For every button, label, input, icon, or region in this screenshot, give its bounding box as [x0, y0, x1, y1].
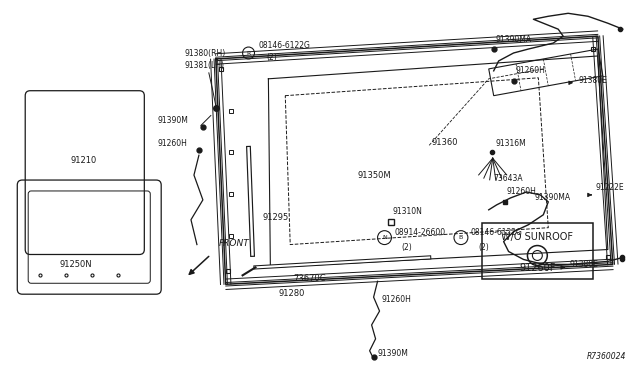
Bar: [482, 223, 593, 279]
Text: 91380E: 91380E: [569, 260, 598, 269]
Text: 91390MA: 91390MA: [534, 193, 570, 202]
Text: 91380(RH): 91380(RH): [184, 48, 225, 58]
Text: 91260H: 91260H: [516, 66, 545, 76]
Text: W/O SUNROOF: W/O SUNROOF: [501, 232, 573, 242]
Text: 91316M: 91316M: [495, 139, 527, 148]
Text: N: N: [382, 235, 387, 240]
Text: 91350M: 91350M: [358, 171, 392, 180]
Text: B: B: [459, 235, 463, 240]
Text: R: R: [246, 51, 251, 55]
Text: (2): (2): [266, 54, 277, 62]
Text: 91390MA: 91390MA: [495, 35, 532, 44]
Text: (2): (2): [401, 243, 412, 252]
Text: 73643A: 73643A: [493, 174, 524, 183]
Text: 08146-6122G: 08146-6122G: [471, 228, 523, 237]
Text: 91381(LH): 91381(LH): [184, 61, 224, 70]
Text: 91295: 91295: [262, 213, 289, 222]
Text: 91250N: 91250N: [60, 260, 92, 269]
Text: 08914-26600: 08914-26600: [394, 228, 445, 237]
Text: FRONT: FRONT: [219, 238, 250, 247]
Text: 91390M: 91390M: [157, 116, 188, 125]
Text: 91310N: 91310N: [392, 207, 422, 216]
Text: 91260H: 91260H: [157, 139, 187, 148]
Text: 91222E: 91222E: [596, 183, 625, 192]
Text: 91380E: 91380E: [578, 76, 607, 85]
Text: 08146-6122G: 08146-6122G: [259, 41, 310, 49]
Text: (2): (2): [479, 243, 490, 252]
Text: 91360: 91360: [431, 138, 458, 147]
Text: 91260H: 91260H: [507, 187, 536, 196]
Text: 91260H: 91260H: [381, 295, 412, 304]
Text: 91260F: 91260F: [519, 263, 556, 273]
Text: 91280: 91280: [278, 289, 305, 298]
Text: 91390M: 91390M: [378, 349, 408, 358]
Text: 91210: 91210: [70, 156, 97, 165]
Text: 73670C: 73670C: [294, 274, 326, 283]
Text: R7360024: R7360024: [586, 352, 626, 361]
